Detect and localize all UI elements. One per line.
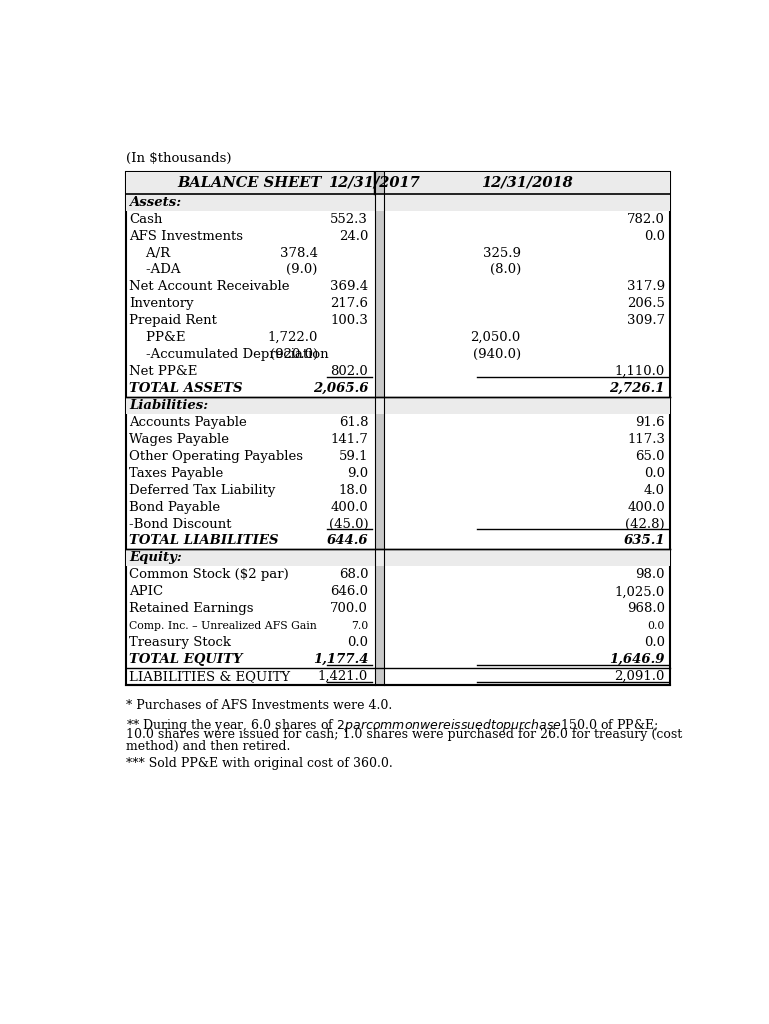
Text: 2,726.1: 2,726.1 (610, 382, 665, 395)
Text: method) and then retired.: method) and then retired. (125, 739, 290, 753)
Text: * Purchases of AFS Investments were 4.0.: * Purchases of AFS Investments were 4.0. (125, 698, 392, 712)
Text: Treasury Stock: Treasury Stock (129, 636, 231, 649)
Text: -Bond Discount: -Bond Discount (129, 517, 232, 530)
Bar (125, 397, 670, 414)
Text: 91.6: 91.6 (635, 416, 665, 429)
Text: AFS Investments: AFS Investments (129, 229, 244, 243)
Text: -ADA: -ADA (129, 263, 181, 276)
Text: Inventory: Inventory (129, 297, 194, 310)
Text: 552.3: 552.3 (330, 213, 368, 225)
Text: 2,091.0: 2,091.0 (614, 670, 665, 683)
Bar (125, 172, 670, 685)
Text: 12/31/2018: 12/31/2018 (481, 176, 573, 189)
Text: 644.6: 644.6 (327, 535, 368, 548)
Text: 0.0: 0.0 (644, 467, 665, 479)
Text: 400.0: 400.0 (331, 501, 368, 514)
Text: 378.4: 378.4 (280, 247, 318, 259)
Text: 0.0: 0.0 (647, 621, 665, 631)
Text: 0.0: 0.0 (347, 636, 368, 649)
Text: 141.7: 141.7 (330, 433, 368, 445)
Text: 325.9: 325.9 (483, 247, 521, 259)
Text: Liabilities:: Liabilities: (129, 399, 208, 412)
Text: (920.0): (920.0) (270, 348, 318, 361)
Text: 0.0: 0.0 (644, 229, 665, 243)
Text: Prepaid Rent: Prepaid Rent (129, 314, 218, 328)
Text: Bond Payable: Bond Payable (129, 501, 221, 514)
Text: TOTAL ASSETS: TOTAL ASSETS (129, 382, 243, 395)
Text: Comp. Inc. – Unrealized AFS Gain: Comp. Inc. – Unrealized AFS Gain (129, 621, 317, 631)
Text: Taxes Payable: Taxes Payable (129, 467, 224, 479)
Text: 24.0: 24.0 (339, 229, 368, 243)
Text: *** Sold PP&E with original cost of 360.0.: *** Sold PP&E with original cost of 360.… (125, 758, 392, 770)
Text: 635.1: 635.1 (624, 535, 665, 548)
Text: Assets:: Assets: (129, 196, 181, 209)
Text: TOTAL LIABILITIES: TOTAL LIABILITIES (129, 535, 279, 548)
Bar (125, 194, 670, 211)
Text: Equity:: Equity: (129, 552, 182, 564)
Text: 802.0: 802.0 (331, 366, 368, 378)
Text: 117.3: 117.3 (627, 433, 665, 445)
Text: 0.0: 0.0 (644, 636, 665, 649)
Bar (375, 172, 384, 685)
Text: Net PP&E: Net PP&E (129, 366, 198, 378)
Text: (9.0): (9.0) (286, 263, 318, 276)
Text: 98.0: 98.0 (635, 568, 665, 582)
Text: (In $thousands): (In $thousands) (125, 152, 231, 165)
Text: 968.0: 968.0 (627, 602, 665, 615)
Text: 4.0: 4.0 (644, 483, 665, 497)
Text: 646.0: 646.0 (330, 586, 368, 598)
Text: Accounts Payable: Accounts Payable (129, 416, 247, 429)
Text: -Accumulated Depreciation: -Accumulated Depreciation (129, 348, 329, 361)
Text: 317.9: 317.9 (627, 281, 665, 294)
Text: LIABILITIES & EQUITY: LIABILITIES & EQUITY (129, 670, 291, 683)
Text: PP&E: PP&E (129, 331, 186, 344)
Text: 100.3: 100.3 (330, 314, 368, 328)
Text: BALANCE SHEET: BALANCE SHEET (178, 176, 321, 189)
Text: Common Stock ($2 par): Common Stock ($2 par) (129, 568, 289, 582)
Text: Retained Earnings: Retained Earnings (129, 602, 254, 615)
Text: 2,065.6: 2,065.6 (313, 382, 368, 395)
Text: 7.0: 7.0 (351, 621, 368, 631)
Text: 18.0: 18.0 (339, 483, 368, 497)
Text: (8.0): (8.0) (490, 263, 521, 276)
Text: 59.1: 59.1 (338, 450, 368, 463)
Text: ** During the year, 6.0 shares of $2 par common were issued to purchase $150.0 o: ** During the year, 6.0 shares of $2 par… (125, 717, 658, 733)
Text: Net Account Receivable: Net Account Receivable (129, 281, 290, 294)
Text: 1,025.0: 1,025.0 (614, 586, 665, 598)
Text: 12/31/2017: 12/31/2017 (328, 176, 420, 189)
Text: 2,050.0: 2,050.0 (471, 331, 521, 344)
Text: Deferred Tax Liability: Deferred Tax Liability (129, 483, 276, 497)
Text: 1,177.4: 1,177.4 (313, 653, 368, 666)
Text: 65.0: 65.0 (635, 450, 665, 463)
Text: 217.6: 217.6 (330, 297, 368, 310)
Text: 68.0: 68.0 (338, 568, 368, 582)
Bar (125, 550, 670, 566)
Text: (42.8): (42.8) (625, 517, 665, 530)
Bar (125, 172, 670, 194)
Text: Cash: Cash (129, 213, 163, 225)
Text: 782.0: 782.0 (627, 213, 665, 225)
Text: 400.0: 400.0 (628, 501, 665, 514)
Text: (45.0): (45.0) (328, 517, 368, 530)
Text: 206.5: 206.5 (627, 297, 665, 310)
Text: 1,421.0: 1,421.0 (318, 670, 368, 683)
Text: 1,646.9: 1,646.9 (610, 653, 665, 666)
Text: TOTAL EQUITY: TOTAL EQUITY (129, 653, 243, 666)
Text: APIC: APIC (129, 586, 164, 598)
Text: 1,722.0: 1,722.0 (268, 331, 318, 344)
Text: 700.0: 700.0 (330, 602, 368, 615)
Text: 10.0 shares were issued for cash; 1.0 shares were purchased for 26.0 for treasur: 10.0 shares were issued for cash; 1.0 sh… (125, 728, 682, 741)
Text: A/R: A/R (129, 247, 171, 259)
Text: (940.0): (940.0) (473, 348, 521, 361)
Text: 1,110.0: 1,110.0 (614, 366, 665, 378)
Text: 9.0: 9.0 (347, 467, 368, 479)
Text: 61.8: 61.8 (338, 416, 368, 429)
Text: 309.7: 309.7 (627, 314, 665, 328)
Text: Other Operating Payables: Other Operating Payables (129, 450, 304, 463)
Text: 369.4: 369.4 (330, 281, 368, 294)
Text: Wages Payable: Wages Payable (129, 433, 229, 445)
